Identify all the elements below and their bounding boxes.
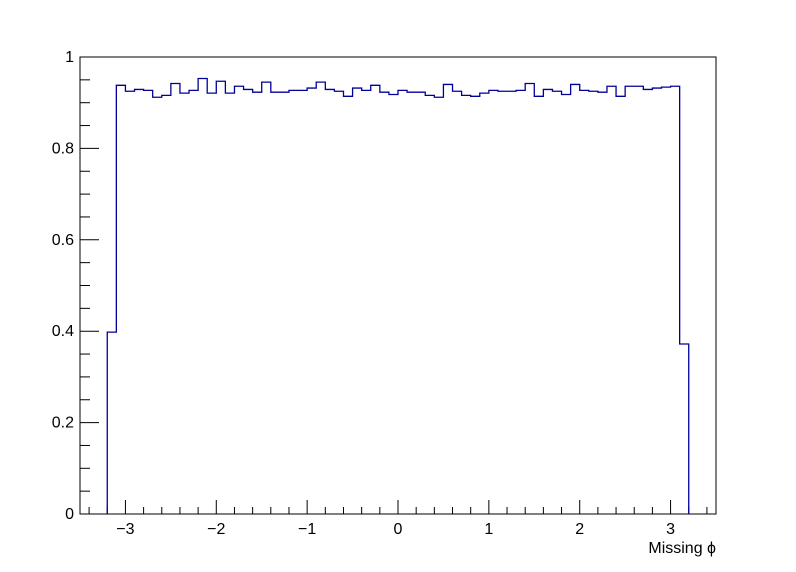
histogram-bins xyxy=(107,78,688,514)
histogram-bin xyxy=(225,93,234,514)
histogram-bin xyxy=(253,92,262,514)
histogram-bin xyxy=(116,85,125,514)
y-tick-label: 0.2 xyxy=(52,415,74,432)
histogram-bin xyxy=(144,90,153,514)
histogram-bin xyxy=(171,84,180,514)
x-tick-label: 2 xyxy=(575,521,584,538)
y-tick-label: 1 xyxy=(65,49,74,66)
histogram-bin xyxy=(580,90,589,514)
histogram-bin xyxy=(525,84,534,514)
x-tick-label: 1 xyxy=(484,521,493,538)
histogram-bin xyxy=(398,90,407,514)
x-tick-label: −1 xyxy=(298,521,316,538)
histogram-bin xyxy=(507,91,516,514)
x-tick-label: 0 xyxy=(394,521,403,538)
y-tick-label: 0.6 xyxy=(52,232,74,249)
histogram-bin xyxy=(107,332,116,514)
histogram-bin xyxy=(262,82,271,514)
histogram-bin xyxy=(480,93,489,514)
histogram-bin xyxy=(316,82,325,514)
histogram-bin xyxy=(216,81,225,514)
histogram-bin xyxy=(371,85,380,514)
histogram-bin xyxy=(353,88,362,514)
histogram-bin xyxy=(652,88,661,514)
histogram-bin xyxy=(661,87,670,514)
histogram-bin xyxy=(289,90,298,514)
histogram-bin xyxy=(625,86,634,514)
histogram-bin xyxy=(307,88,316,514)
histogram-bin xyxy=(389,94,398,514)
histogram-bin xyxy=(562,94,571,514)
y-tick-label: 0.8 xyxy=(52,140,74,157)
x-tick-label: −3 xyxy=(116,521,134,538)
histogram-bin xyxy=(162,95,171,514)
x-axis-label: Missing ϕ xyxy=(648,540,716,557)
histogram-bin xyxy=(334,91,343,514)
histogram-bin xyxy=(198,78,207,514)
histogram-bin xyxy=(125,91,134,514)
histogram-bin xyxy=(153,97,162,514)
histogram-bin xyxy=(598,92,607,514)
histogram-bin xyxy=(207,93,216,514)
histogram-bin xyxy=(180,93,189,514)
x-tick-label: −2 xyxy=(207,521,225,538)
histogram-bin xyxy=(453,91,462,514)
histogram-bin xyxy=(462,95,471,514)
histogram-bin xyxy=(534,96,543,514)
histogram-bin xyxy=(416,92,425,514)
histogram-bin xyxy=(471,96,480,514)
histogram-bin xyxy=(271,92,280,514)
histogram-bin xyxy=(434,97,443,514)
histogram-bin xyxy=(407,92,416,514)
histogram-bin xyxy=(643,89,652,514)
histogram-bin xyxy=(380,92,389,514)
axes: 0 0.2 0.4 0.6 0.8 1 −3 −2 −1 0 1 2 3 xyxy=(52,49,708,538)
y-tick-label: 0.4 xyxy=(52,323,74,340)
histogram-bin xyxy=(552,91,561,514)
histogram-bin xyxy=(325,89,334,514)
y-tick-label: 0 xyxy=(65,506,74,523)
histogram-bin xyxy=(425,95,434,514)
histogram-bin xyxy=(443,84,452,514)
histogram-bin xyxy=(135,89,144,514)
histogram-bin xyxy=(589,91,598,514)
histogram-line xyxy=(106,77,690,514)
histogram-bin xyxy=(543,89,552,514)
histogram-bin xyxy=(616,96,625,514)
histogram-bin xyxy=(489,90,498,514)
histogram-bin xyxy=(498,91,507,514)
histogram-bin xyxy=(634,86,643,514)
x-tick-label: 3 xyxy=(666,521,675,538)
histogram-bin xyxy=(280,92,289,514)
histogram-bin xyxy=(571,84,580,514)
histogram-bin xyxy=(343,96,352,514)
histogram-bin xyxy=(607,86,616,514)
histogram-bin xyxy=(516,90,525,514)
histogram-bin xyxy=(671,86,680,514)
histogram-bin xyxy=(680,344,689,514)
histogram-bin xyxy=(234,86,243,514)
histogram-bin xyxy=(298,90,307,514)
histogram-bin xyxy=(362,90,371,514)
histogram-bin xyxy=(189,90,198,514)
histogram-bin xyxy=(244,89,253,514)
